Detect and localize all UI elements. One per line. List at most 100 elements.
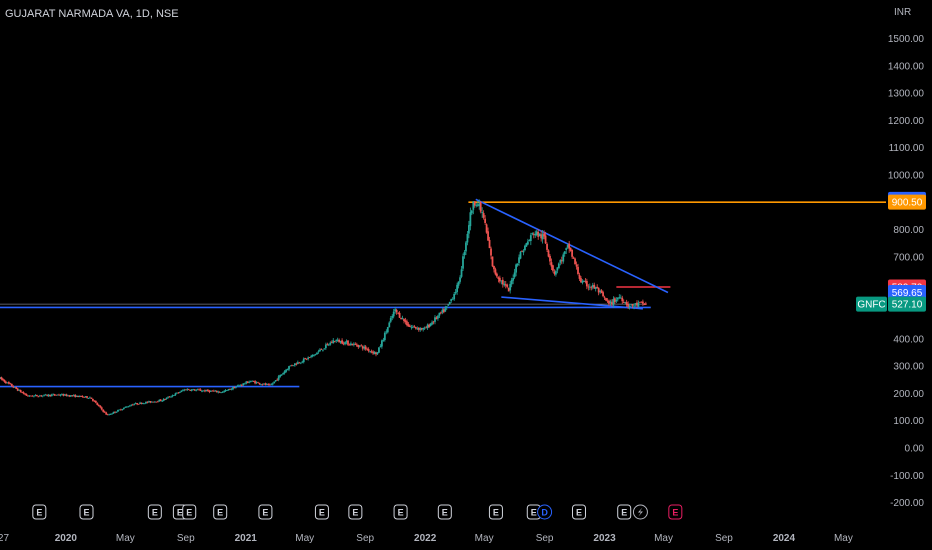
candle (28, 395, 31, 398)
candle (344, 341, 346, 346)
candle (143, 403, 146, 405)
candle (553, 269, 556, 276)
event-earnings-icon[interactable]: E (182, 504, 197, 520)
candle (367, 347, 370, 353)
candle (128, 404, 131, 407)
candle (6, 382, 9, 384)
candle (546, 242, 548, 253)
candle (286, 368, 289, 371)
candle (585, 278, 588, 290)
candle (254, 380, 256, 385)
candle (428, 323, 430, 329)
candle (137, 403, 140, 405)
x-tick-label: Sep (715, 533, 733, 544)
candle (131, 403, 134, 406)
candle (72, 394, 75, 397)
x-tick-label: 2024 (773, 533, 796, 544)
event-split-icon[interactable] (632, 504, 648, 520)
x-tick-label: May (116, 533, 135, 544)
event-earnings-icon[interactable]: E (348, 504, 363, 520)
candle (513, 268, 516, 279)
candle (507, 287, 510, 292)
candle (261, 383, 264, 386)
candle (320, 348, 323, 350)
candle (376, 352, 379, 355)
candle (295, 362, 298, 366)
candle (330, 340, 333, 344)
candle (171, 394, 174, 398)
candle (583, 279, 585, 283)
event-dividend-icon[interactable]: D (537, 504, 553, 520)
candle (283, 370, 286, 375)
svg-text:E: E (493, 508, 499, 518)
candle (435, 316, 438, 320)
candle (127, 405, 130, 408)
candle (398, 311, 401, 318)
candle (496, 272, 498, 278)
candle (386, 326, 389, 334)
event-earnings-icon[interactable]: E (571, 504, 586, 520)
candle (442, 307, 445, 314)
candle (565, 247, 568, 255)
event-earnings-icon[interactable]: E (79, 504, 94, 520)
candle (563, 251, 566, 257)
candle (361, 345, 364, 351)
event-earnings-icon[interactable]: E (32, 504, 47, 520)
candle (627, 301, 630, 309)
event-earnings-icon[interactable]: E (437, 504, 452, 520)
candle (568, 240, 571, 253)
candle (265, 382, 268, 386)
candle (394, 307, 397, 314)
y-tick-label: 1500.00 (888, 34, 925, 45)
candle (392, 309, 395, 319)
candle (397, 311, 400, 315)
candle (559, 259, 562, 266)
candle (322, 349, 324, 352)
candle (220, 392, 223, 394)
candle (214, 389, 217, 392)
event-earnings-icon[interactable]: E (213, 504, 228, 520)
candle (616, 297, 619, 302)
candle (16, 388, 19, 392)
candle (622, 299, 625, 303)
event-earnings-icon[interactable]: E (393, 504, 408, 520)
candle (120, 408, 122, 411)
candle (624, 301, 627, 305)
x-tick-label: 27 (0, 533, 9, 544)
candle (311, 354, 314, 358)
candle (155, 401, 158, 403)
event-earnings-icon[interactable]: E (668, 504, 683, 520)
candle (193, 388, 196, 391)
candle (240, 383, 243, 387)
candle (532, 232, 535, 239)
candle (21, 391, 24, 394)
event-earnings-icon[interactable]: E (147, 504, 162, 520)
event-earnings-icon[interactable]: E (488, 504, 503, 520)
candle (426, 323, 429, 330)
candle (77, 395, 80, 398)
event-earnings-icon[interactable]: E (617, 504, 632, 520)
symbol-title[interactable]: GUJARAT NARMADA VA, 1D, NSE (5, 8, 179, 20)
event-earnings-icon[interactable]: E (258, 504, 273, 520)
candle (572, 256, 575, 259)
candle (429, 322, 432, 327)
drawings-layer (0, 198, 886, 388)
candle (37, 395, 40, 398)
event-earnings-icon[interactable]: E (314, 504, 329, 520)
candle (409, 324, 411, 328)
candle (288, 365, 290, 372)
candle (335, 339, 338, 343)
candle (441, 308, 444, 315)
candle (525, 242, 528, 247)
candle (401, 315, 404, 320)
candle (121, 408, 124, 411)
svg-text:E: E (576, 508, 582, 518)
x-tick-label: May (295, 533, 314, 544)
candle (105, 411, 108, 415)
candle (91, 398, 94, 402)
candle (485, 223, 488, 234)
candle (456, 282, 459, 295)
candle (631, 304, 634, 309)
x-tick-label: Sep (177, 533, 195, 544)
